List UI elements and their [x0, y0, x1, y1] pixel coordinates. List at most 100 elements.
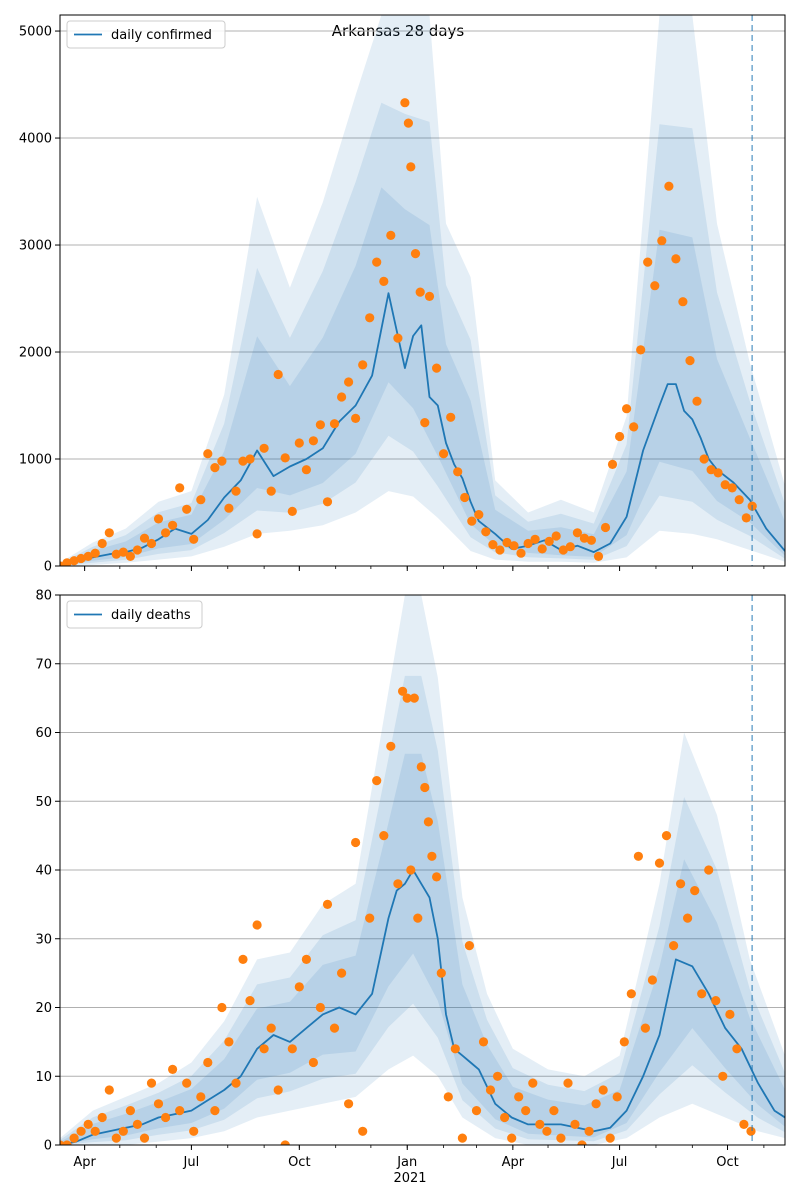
- deaths-point: [732, 1044, 742, 1054]
- deaths-point: [640, 1023, 651, 1033]
- deaths-point: [402, 693, 412, 703]
- confirmed-point: [83, 551, 93, 562]
- deaths-point: [633, 851, 644, 861]
- deaths-point: [259, 1044, 269, 1054]
- deaths-point: [203, 1057, 213, 1068]
- y-tick-label: 4000: [19, 132, 52, 147]
- confirmed-point: [622, 404, 632, 414]
- confirmed-point: [161, 528, 171, 538]
- deaths-point: [365, 913, 375, 923]
- deaths-point: [161, 1112, 171, 1123]
- confirmed-point: [713, 468, 723, 478]
- deaths-point: [739, 1119, 749, 1129]
- confirmed-point: [139, 533, 150, 543]
- confirmed-point: [439, 449, 449, 459]
- confirmed-point: [203, 449, 213, 459]
- deaths-point: [746, 1126, 756, 1136]
- x-tick-label: Jul: [611, 1155, 628, 1170]
- deaths-point: [647, 975, 658, 985]
- confirmed-point: [322, 497, 333, 507]
- confirmed-point: [406, 162, 416, 172]
- deaths-point: [423, 817, 433, 827]
- confirmed-point: [125, 551, 135, 562]
- confirmed-point: [600, 522, 611, 533]
- confirmed-point: [523, 538, 533, 549]
- x-tick-label: Oct: [288, 1155, 310, 1170]
- confirmed-line: [60, 292, 785, 566]
- deaths-point: [104, 1085, 114, 1095]
- legend: daily confirmed: [66, 20, 226, 49]
- deaths-point: [416, 762, 426, 772]
- confirmed-point: [720, 480, 730, 490]
- confirmed-point: [189, 534, 199, 544]
- deaths-point: [111, 1133, 121, 1143]
- confirmed-point: [537, 544, 547, 554]
- confirmed-point: [692, 396, 702, 406]
- deaths-point: [62, 1140, 72, 1145]
- deaths-point: [146, 1078, 157, 1088]
- legend-label: daily confirmed: [111, 28, 212, 43]
- confirmed-point: [460, 492, 470, 503]
- confirmed-point: [734, 495, 744, 505]
- confirmed-point: [245, 454, 255, 464]
- y-tick-label: 20: [35, 1001, 52, 1016]
- deaths-point: [704, 865, 714, 875]
- deaths-point: [337, 968, 347, 978]
- confirmed-point: [678, 297, 688, 307]
- deaths-point: [409, 693, 419, 703]
- deaths-point: [287, 1044, 297, 1054]
- deaths-point: [676, 879, 686, 889]
- confirmed-point: [544, 536, 554, 547]
- confirmed-point: [365, 313, 375, 323]
- deaths-point: [224, 1037, 234, 1047]
- deaths-point: [139, 1133, 150, 1143]
- confirmed-point: [467, 516, 477, 526]
- deaths-point: [549, 1106, 559, 1116]
- y-tick-label: 40: [35, 864, 52, 879]
- confirmed-point: [308, 436, 318, 446]
- deaths-point: [125, 1106, 135, 1116]
- deaths-point: [351, 837, 361, 848]
- x-tick-label: Apr: [73, 1155, 96, 1170]
- confirmed-point: [565, 542, 575, 552]
- deaths-point: [528, 1078, 538, 1088]
- confirmed-point: [301, 465, 311, 475]
- confirmed-point: [516, 548, 526, 558]
- deaths-point: [507, 1133, 517, 1143]
- confirmed-point: [231, 486, 241, 496]
- deaths-uncertainty-band-3: [60, 753, 785, 1145]
- deaths-point: [398, 686, 408, 696]
- deaths-point: [591, 1099, 601, 1109]
- deaths-point: [612, 1092, 622, 1102]
- confirmed-point: [252, 529, 262, 539]
- deaths-point: [344, 1099, 354, 1109]
- deaths-point: [245, 996, 255, 1006]
- confirmed-point: [593, 551, 604, 562]
- legend-box: [66, 600, 203, 629]
- confirmed-point: [393, 333, 403, 343]
- deaths-point: [500, 1112, 510, 1123]
- confirmed-point: [446, 412, 456, 422]
- deaths-point: [420, 782, 430, 793]
- deaths-point: [266, 1023, 276, 1033]
- x-tick-label: Oct: [716, 1155, 738, 1170]
- deaths-point: [443, 1092, 453, 1102]
- deaths-uncertainty-band-1: [60, 595, 785, 1145]
- deaths-point: [358, 1126, 368, 1136]
- deaths-point: [372, 776, 382, 786]
- confirmed-point: [69, 556, 79, 566]
- y-tick-label: 60: [35, 726, 52, 741]
- confirmed-point: [551, 531, 561, 541]
- confirmed-point: [607, 459, 618, 469]
- deaths-point: [217, 1002, 227, 1013]
- deaths-point: [654, 858, 665, 868]
- deaths-point: [521, 1106, 531, 1116]
- confirmed-panel: 0 1000 2000 3000 4000 5000 daily confirmed: [19, 14, 786, 575]
- deaths-point: [182, 1078, 192, 1088]
- confirmed-point: [97, 538, 107, 549]
- confirmed-point: [259, 443, 269, 453]
- deaths-point: [432, 872, 442, 882]
- deaths-point: [514, 1092, 524, 1102]
- deaths-point: [322, 899, 333, 910]
